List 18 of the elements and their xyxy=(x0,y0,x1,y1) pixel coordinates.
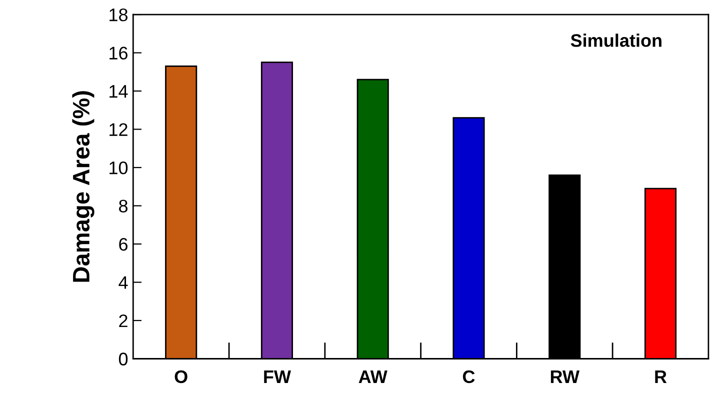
y-tick-label: 8 xyxy=(119,200,128,212)
y-axis-title: Damage Area (%) xyxy=(72,91,94,282)
y-tick-label: 0 xyxy=(118,352,128,366)
x-tick-label: O xyxy=(174,370,188,384)
x-tick-label: FW xyxy=(264,370,291,383)
annotation: Simulation xyxy=(570,34,662,47)
x-tick-label: RW xyxy=(550,370,580,383)
y-tick-label: 6 xyxy=(119,238,128,251)
y-tick-label: 2 xyxy=(119,314,128,328)
y-tick-label: 16 xyxy=(110,46,128,60)
y-tick-label: 10 xyxy=(110,161,128,174)
y-tick-label: 18 xyxy=(110,8,128,22)
y-tick-label: 4 xyxy=(118,276,128,289)
x-tick-label: AW xyxy=(358,370,388,383)
y-tick-label: 14 xyxy=(110,85,128,98)
x-tick-label: R xyxy=(655,370,667,383)
y-tick-label: 12 xyxy=(110,123,128,136)
x-tick-label: C xyxy=(462,370,475,384)
